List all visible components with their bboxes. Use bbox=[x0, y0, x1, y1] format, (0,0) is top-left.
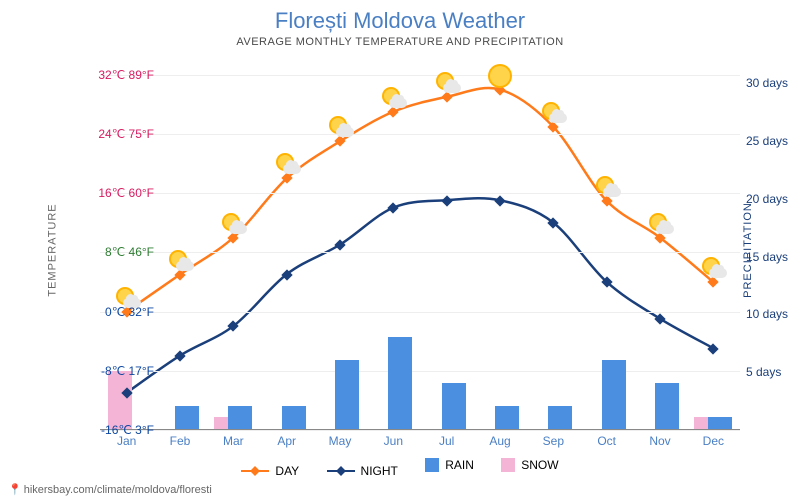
x-tick: Jun bbox=[384, 434, 403, 448]
legend-day: DAY bbox=[241, 464, 299, 478]
x-tick: Sep bbox=[543, 434, 564, 448]
x-tick: May bbox=[329, 434, 352, 448]
y-tick-right: 25 days bbox=[746, 134, 788, 148]
legend-night: NIGHT bbox=[327, 464, 398, 478]
plot-area bbox=[100, 60, 740, 430]
rain-bar bbox=[228, 406, 252, 429]
rain-bar bbox=[655, 383, 679, 429]
legend-snow-label: SNOW bbox=[521, 458, 558, 472]
y-tick-left: 24℃ 75°F bbox=[98, 127, 154, 141]
y-tick-right: 5 days bbox=[746, 365, 781, 379]
rain-bar bbox=[175, 406, 199, 429]
weather-icon bbox=[326, 113, 354, 141]
rain-bar bbox=[388, 337, 412, 430]
y-tick-right: 15 days bbox=[746, 250, 788, 264]
y-tick-left: -8℃ 17°F bbox=[101, 364, 154, 378]
weather-chart: Florești Moldova Weather AVERAGE MONTHLY… bbox=[0, 0, 800, 500]
day-line bbox=[127, 88, 712, 311]
y-tick-right: 10 days bbox=[746, 307, 788, 321]
gridline bbox=[100, 75, 740, 76]
attribution: 📍hikersbay.com/climate/moldova/floresti bbox=[8, 483, 212, 496]
weather-icon bbox=[166, 247, 194, 275]
legend-rain-label: RAIN bbox=[445, 458, 474, 472]
weather-icon bbox=[646, 210, 674, 238]
x-tick: Nov bbox=[649, 434, 670, 448]
x-tick: Aug bbox=[489, 434, 510, 448]
weather-icon bbox=[379, 84, 407, 112]
chart-subtitle: AVERAGE MONTHLY TEMPERATURE AND PRECIPIT… bbox=[0, 34, 800, 48]
chart-title: Florești Moldova Weather bbox=[0, 0, 800, 34]
snow-bar bbox=[108, 371, 132, 429]
x-tick: Jan bbox=[117, 434, 136, 448]
y-tick-right: 30 days bbox=[746, 76, 788, 90]
rain-bar bbox=[495, 406, 519, 429]
x-tick: Mar bbox=[223, 434, 244, 448]
y-tick-right: 20 days bbox=[746, 192, 788, 206]
y-tick-left: 16℃ 60°F bbox=[98, 186, 154, 200]
legend: DAY NIGHT RAIN SNOW bbox=[0, 458, 800, 478]
gridline bbox=[100, 252, 740, 253]
y-tick-left: 32℃ 89°F bbox=[98, 68, 154, 82]
weather-icon bbox=[219, 210, 247, 238]
rain-bar bbox=[602, 360, 626, 429]
weather-icon bbox=[593, 173, 621, 201]
gridline bbox=[100, 430, 740, 431]
x-tick: Dec bbox=[703, 434, 724, 448]
gridline bbox=[100, 371, 740, 372]
weather-icon bbox=[486, 62, 514, 90]
rain-bar bbox=[548, 406, 572, 429]
gridline bbox=[100, 134, 740, 135]
weather-icon bbox=[273, 150, 301, 178]
x-tick: Oct bbox=[597, 434, 616, 448]
weather-icon bbox=[699, 254, 727, 282]
pin-icon: 📍 bbox=[8, 484, 22, 496]
gridline bbox=[100, 193, 740, 194]
x-tick: Apr bbox=[277, 434, 296, 448]
x-tick: Jul bbox=[439, 434, 454, 448]
gridline bbox=[100, 312, 740, 313]
legend-day-label: DAY bbox=[275, 464, 299, 478]
rain-bar bbox=[282, 406, 306, 429]
legend-night-label: NIGHT bbox=[361, 464, 398, 478]
weather-icon bbox=[539, 99, 567, 127]
legend-snow: SNOW bbox=[501, 458, 558, 472]
line-chart-svg bbox=[100, 60, 740, 429]
y-tick-left: 8℃ 46°F bbox=[105, 245, 154, 259]
y-axis-left-label: TEMPERATURE bbox=[47, 203, 59, 296]
rain-bar bbox=[442, 383, 466, 429]
weather-icon bbox=[433, 69, 461, 97]
rain-bar bbox=[335, 360, 359, 429]
x-tick: Feb bbox=[170, 434, 191, 448]
y-tick-left: 0℃ 32°F bbox=[105, 305, 154, 319]
rain-bar bbox=[708, 417, 732, 429]
legend-rain: RAIN bbox=[425, 458, 474, 472]
